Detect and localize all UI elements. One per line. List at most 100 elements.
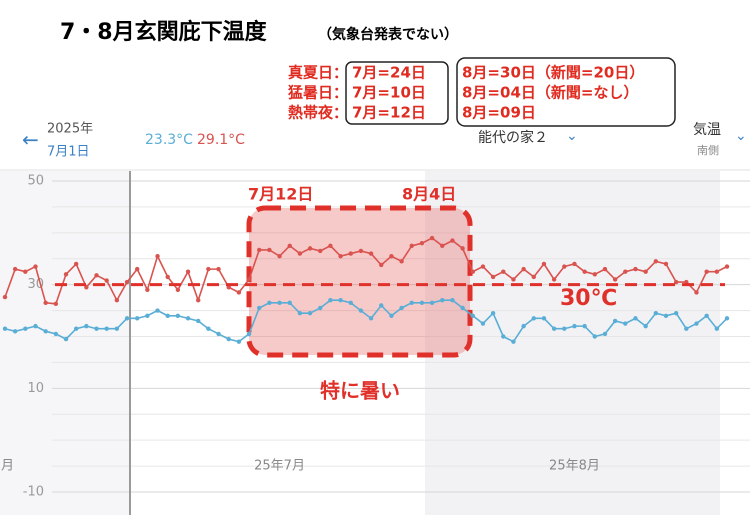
data-point xyxy=(196,298,201,303)
data-point xyxy=(694,290,699,295)
data-point xyxy=(582,269,587,274)
data-point xyxy=(602,331,608,337)
data-point xyxy=(379,262,384,268)
stat-july: 7月=12日 xyxy=(352,104,426,122)
data-point xyxy=(277,300,282,306)
data-point xyxy=(155,253,160,259)
data-point xyxy=(94,273,99,278)
data-point xyxy=(73,326,79,331)
data-point xyxy=(612,277,618,282)
y-tick-label: -10 xyxy=(23,485,44,500)
data-point xyxy=(185,316,191,321)
highlight-end: 8月4日 xyxy=(402,185,456,204)
back-button[interactable]: ← xyxy=(22,128,39,152)
sensor[interactable]: 南側 xyxy=(697,144,719,157)
stat-label: 猛暑日： xyxy=(287,84,348,102)
data-point xyxy=(653,259,659,264)
x-tick-label: 25年7月 xyxy=(254,459,305,474)
data-point xyxy=(541,316,547,321)
data-point xyxy=(216,266,221,272)
highlight-start: 7月12日 xyxy=(248,185,313,204)
data-point xyxy=(165,274,170,280)
data-point xyxy=(429,300,435,306)
title: 7・8月玄関庇下温度 xyxy=(60,19,268,45)
data-point xyxy=(551,277,557,282)
data-point xyxy=(63,272,69,277)
future-shade xyxy=(425,171,720,515)
data-point xyxy=(94,326,99,331)
data-point xyxy=(490,310,496,316)
data-point xyxy=(134,316,140,321)
data-point xyxy=(114,298,120,303)
july-box xyxy=(345,61,449,125)
data-point xyxy=(399,305,404,311)
data-point xyxy=(104,278,109,283)
year: 2025年 xyxy=(47,122,93,137)
data-point xyxy=(206,266,211,272)
data-point xyxy=(145,313,150,318)
data-point xyxy=(724,264,730,269)
data-point xyxy=(562,264,567,269)
sensor-chevron[interactable]: ⌄ xyxy=(735,128,747,144)
data-point xyxy=(501,334,506,339)
data-point xyxy=(724,316,730,321)
stat-label: 熱帯夜： xyxy=(288,104,348,122)
data-point xyxy=(318,305,323,311)
data-point xyxy=(379,303,384,308)
y-tick-label: 50 xyxy=(27,174,44,189)
data-point xyxy=(12,266,18,272)
metric[interactable]: 気温 xyxy=(693,122,721,138)
data-point xyxy=(440,298,445,303)
data-point xyxy=(623,321,628,326)
data-point xyxy=(704,269,709,274)
data-point xyxy=(714,269,720,274)
data-point xyxy=(480,264,486,269)
data-point xyxy=(714,326,720,331)
threshold-label: 30℃ xyxy=(560,286,617,311)
data-point xyxy=(450,238,455,243)
data-point xyxy=(541,261,547,267)
max-temp: 29.1°C xyxy=(197,132,245,148)
data-point xyxy=(419,300,425,306)
data-point xyxy=(246,331,252,337)
data-point xyxy=(114,326,120,331)
data-point xyxy=(287,300,292,306)
stat-august: 8月=09日 xyxy=(462,104,536,122)
data-point xyxy=(33,323,38,329)
data-point xyxy=(419,241,425,246)
data-point xyxy=(53,331,59,337)
data-point xyxy=(572,323,577,329)
data-point xyxy=(704,313,709,318)
data-point xyxy=(206,326,211,331)
highlight-note: 特に暑い xyxy=(320,379,400,403)
data-point xyxy=(673,310,679,316)
location[interactable]: 能代の家２ xyxy=(478,129,548,146)
data-point xyxy=(480,321,486,326)
data-point xyxy=(358,308,364,313)
y-tick-label: 10 xyxy=(27,381,44,396)
date[interactable]: 7月1日 xyxy=(47,145,90,160)
data-point xyxy=(338,253,343,259)
data-point xyxy=(562,326,567,331)
data-point xyxy=(236,339,242,344)
data-point xyxy=(155,308,160,313)
data-point xyxy=(257,305,262,311)
data-point xyxy=(175,313,181,318)
data-point xyxy=(511,277,516,282)
data-point xyxy=(460,305,465,311)
data-point xyxy=(175,287,181,293)
data-point xyxy=(612,318,618,324)
data-point xyxy=(399,259,404,264)
data-point xyxy=(551,326,557,331)
x-tick-label: 月 xyxy=(1,459,14,474)
series-line xyxy=(4,299,728,343)
data-point xyxy=(511,339,516,344)
data-point xyxy=(84,323,89,329)
data-point xyxy=(663,313,669,318)
data-point xyxy=(226,336,231,342)
data-point xyxy=(592,334,598,339)
location-chevron[interactable]: ⌄ xyxy=(566,128,578,144)
data-point xyxy=(23,326,28,331)
data-point xyxy=(267,300,272,306)
